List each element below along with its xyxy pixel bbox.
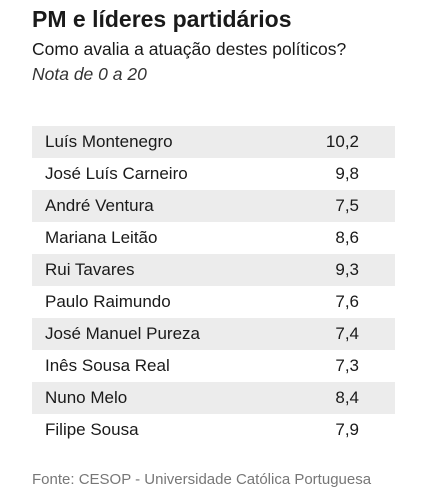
score: 10,2 — [325, 132, 359, 151]
politician-name: Paulo Raimundo — [45, 292, 171, 311]
table-row: Filipe Sousa 7,9 — [32, 414, 395, 446]
table-row: José Manuel Pureza 7,4 — [32, 318, 395, 350]
table-row: Paulo Raimundo 7,6 — [32, 286, 395, 318]
politician-name: Rui Tavares — [45, 260, 135, 279]
politician-name: Mariana Leitão — [45, 228, 158, 247]
score: 9,8 — [335, 164, 359, 183]
politician-name: José Manuel Pureza — [45, 324, 200, 343]
politician-name: André Ventura — [45, 196, 154, 215]
score: 8,4 — [335, 388, 359, 407]
score: 7,6 — [335, 292, 359, 311]
politician-name: Inês Sousa Real — [45, 356, 170, 375]
score: 8,6 — [335, 228, 359, 247]
politician-name: Filipe Sousa — [45, 420, 139, 439]
table-row: Inês Sousa Real 7,3 — [32, 350, 395, 382]
table-row: José Luís Carneiro 9,8 — [32, 158, 395, 190]
politician-name: José Luís Carneiro — [45, 164, 188, 183]
table-row: Rui Tavares 9,3 — [32, 254, 395, 286]
table: Luís Montenegro 10,2 José Luís Carneiro 9,8… — [32, 126, 395, 446]
title: PM e líderes partidários — [32, 6, 292, 32]
table-row: Mariana Leitão 8,6 — [32, 222, 395, 254]
politician-name: Nuno Melo — [45, 388, 128, 407]
score: 7,5 — [335, 196, 359, 215]
note: Nota de 0 a 20 — [32, 64, 147, 84]
score: 7,3 — [335, 356, 359, 375]
source: Fonte: CESOP - Universidade Católica Por… — [32, 471, 372, 488]
table-row: Luís Montenegro 10,2 — [32, 126, 395, 158]
score: 7,9 — [335, 420, 359, 439]
subtitle: Como avalia a atuação destes políticos? — [32, 39, 347, 59]
score: 9,3 — [335, 260, 359, 279]
table-row: André Ventura 7,5 — [32, 190, 395, 222]
score: 7,4 — [335, 324, 359, 343]
politician-name: Luís Montenegro — [45, 132, 173, 151]
table-row: Nuno Melo 8,4 — [32, 382, 395, 414]
